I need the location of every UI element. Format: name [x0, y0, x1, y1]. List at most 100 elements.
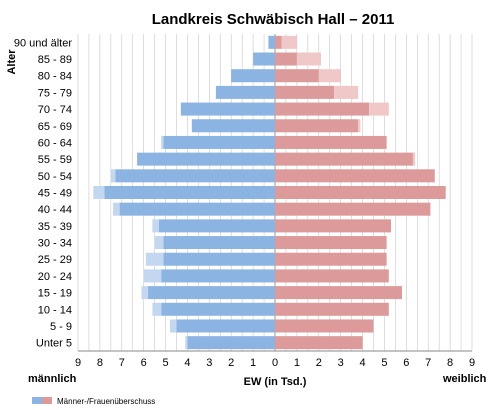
legend-swatch-female-surplus	[42, 397, 52, 404]
x-tick-label: 6	[141, 357, 147, 369]
bar-male	[253, 52, 275, 66]
bar-female	[275, 336, 363, 350]
bar-female	[275, 252, 387, 266]
category-label: 25 - 29	[38, 254, 72, 266]
category-label: 60 - 64	[38, 137, 72, 149]
bar-female	[275, 302, 389, 316]
bar-male	[163, 252, 275, 266]
category-label: 5 - 9	[50, 321, 72, 333]
bar-female	[275, 202, 431, 216]
bar-male-surplus	[145, 252, 164, 266]
bar-male	[215, 85, 275, 99]
bar-female-surplus	[281, 35, 297, 49]
x-axis-label: EW (in Tsd.)	[244, 376, 307, 388]
x-tick-label: 3	[338, 357, 344, 369]
bar-female	[275, 152, 413, 166]
bar-male-surplus	[152, 219, 159, 233]
bar-female	[275, 135, 387, 149]
x-tick-label: 8	[447, 357, 453, 369]
category-label: 70 - 74	[38, 104, 72, 116]
category-label: 15 - 19	[38, 288, 72, 300]
bar-female	[275, 69, 319, 83]
bar-male-surplus	[161, 135, 164, 149]
chart-title: Landkreis Schwäbisch Hall – 2011	[152, 11, 395, 28]
bar-female	[275, 219, 392, 233]
bar-male	[158, 219, 275, 233]
bar-male-surplus	[93, 185, 105, 200]
x-tick-labels: 9 8 7 6 5 4 3 2 1 0 1 2 3 4 5 6 7 8 9	[75, 357, 475, 369]
bar-male	[187, 336, 275, 350]
category-label: 45 - 49	[38, 188, 72, 200]
x-tick-label: 8	[97, 357, 103, 369]
category-label: 20 - 24	[38, 271, 72, 283]
female-side-label: weiblich	[442, 373, 487, 385]
bar-female	[275, 286, 402, 300]
bar-male	[161, 269, 275, 283]
male-side-label: männlich	[28, 373, 77, 385]
category-label: 75 - 79	[38, 87, 72, 99]
bar-female-surplus	[296, 52, 321, 66]
bar-female	[275, 269, 389, 283]
bar-male	[119, 202, 275, 216]
bar-male	[268, 35, 275, 49]
bar-male	[231, 69, 275, 83]
bar-female	[275, 52, 297, 66]
category-label: 50 - 54	[38, 171, 72, 183]
x-tick-label: 2	[228, 357, 234, 369]
bar-male	[163, 236, 275, 250]
bar-male	[115, 169, 275, 183]
bar-male-surplus	[185, 336, 188, 350]
x-tick-label: 4	[359, 357, 365, 369]
bar-male	[161, 302, 275, 316]
bar-male	[180, 102, 275, 116]
x-tick-label: 1	[250, 357, 256, 369]
bar-female-surplus	[369, 102, 389, 116]
bar-male-surplus	[154, 236, 164, 250]
category-label: 10 - 14	[38, 304, 72, 316]
x-tick-label: 3	[206, 357, 212, 369]
bar-female	[275, 119, 359, 133]
bar-female-surplus	[358, 119, 361, 133]
category-label: 30 - 34	[38, 238, 72, 250]
bar-female	[275, 169, 435, 183]
bar-male-surplus	[110, 169, 116, 183]
category-label: 90 und älter	[14, 37, 72, 49]
x-tick-label: 2	[316, 357, 322, 369]
category-labels: 90 und älter 85 - 89 80 - 84 75 - 79 70 - 74…	[14, 37, 72, 349]
bar-male	[137, 152, 275, 166]
bar-male	[104, 185, 276, 200]
category-label: 80 - 84	[38, 71, 72, 83]
bar-female	[275, 185, 446, 200]
x-tick-label: 7	[425, 357, 431, 369]
bar-male	[176, 319, 275, 333]
bar-female	[275, 236, 387, 250]
x-tick-label: 0	[272, 357, 278, 369]
bar-male	[148, 286, 275, 300]
bar-male-surplus	[113, 202, 120, 216]
x-tick-label: 5	[381, 357, 387, 369]
category-label: 35 - 39	[38, 221, 72, 233]
bar-female	[275, 102, 370, 116]
bar-male	[163, 135, 275, 149]
legend: Männer-/Frauenüberschuss	[32, 397, 155, 406]
bar-female	[275, 85, 335, 99]
bar-female	[275, 319, 374, 333]
bar-male-surplus	[141, 286, 149, 300]
bar-female-surplus	[412, 152, 416, 166]
bar-male-surplus	[152, 302, 162, 316]
bar-male-surplus	[143, 269, 162, 283]
bar-male	[191, 119, 275, 133]
legend-swatch-male-surplus	[32, 397, 42, 404]
x-tick-label: 6	[403, 357, 409, 369]
legend-label: Männer-/Frauenüberschuss	[57, 397, 155, 406]
category-label: 85 - 89	[38, 54, 72, 66]
bar-female-surplus	[318, 69, 341, 83]
x-tick-label: 9	[469, 357, 475, 369]
bar-female	[275, 35, 282, 49]
y-axis-label: Alter	[6, 49, 18, 75]
x-tick-label: 9	[75, 357, 81, 369]
category-label: 40 - 44	[38, 204, 72, 216]
x-tick-label: 5	[162, 357, 168, 369]
category-label: Unter 5	[36, 338, 72, 350]
